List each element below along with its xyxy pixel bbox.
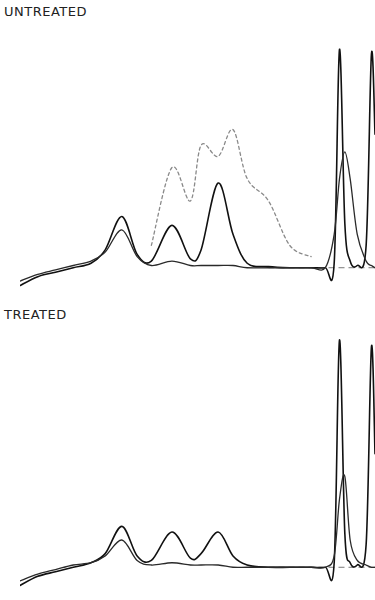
trace [20,475,375,581]
chart-panel: UNTREATED [4,4,375,286]
chart-title: TREATED [3,307,67,322]
figure: UNTREATED TREATED [0,0,375,600]
plot-area [20,49,375,285]
chart-panel: TREATED [3,307,375,585]
trace [20,340,375,586]
trace [20,49,375,285]
trace [151,129,311,256]
trace [20,152,375,281]
page: UNTREATED TREATED [0,0,375,600]
plot-area [20,340,375,586]
chart-title: UNTREATED [4,4,87,19]
